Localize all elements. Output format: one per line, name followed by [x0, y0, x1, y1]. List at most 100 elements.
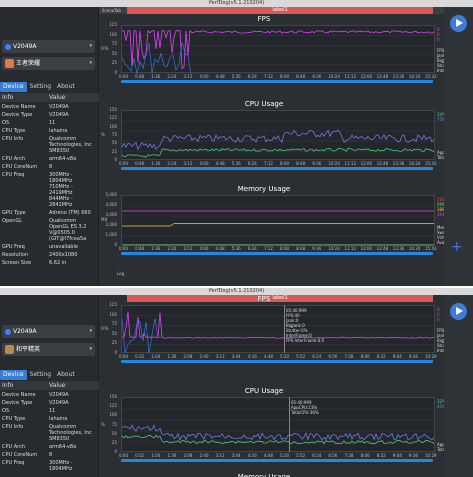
fps-plot[interactable]	[121, 25, 435, 74]
info-col: Info	[2, 382, 14, 389]
info-key: CPU CoreNum	[2, 164, 38, 170]
chevron-down-icon: ▾	[89, 346, 92, 352]
x-tick-label: 10:24	[328, 246, 340, 251]
chevron-down-icon: ▾	[89, 43, 92, 49]
timeline-scrollbar[interactable]	[121, 80, 433, 83]
x-tick-label: 3:12	[183, 246, 193, 251]
tooltip-line: InterFrame:0	[286, 333, 312, 338]
x-tick-label: 3:12	[183, 74, 193, 79]
device-info-list: Device Name V2049A Device Type V2049A OS 11 CP…	[0, 103, 99, 267]
fps-value: 0	[437, 27, 440, 32]
y-tick-label: 50	[111, 430, 117, 436]
info-row: CPU Arch arm64-v8a	[0, 443, 99, 451]
device-selector[interactable]: V2049A ▾	[2, 40, 95, 53]
info-value: 11	[49, 408, 56, 414]
timeline-scrollbar[interactable]	[121, 252, 433, 255]
info-value: Qualcomm Technologies, Inc SM8350	[49, 424, 92, 442]
tab-about[interactable]: About	[57, 371, 75, 378]
x-tick-label: 9:36	[408, 453, 418, 458]
info-col: Info	[2, 94, 14, 101]
x-tick-label: 1:36	[167, 453, 177, 458]
play-button[interactable]	[450, 15, 467, 32]
info-row: CPU Info Qualcomm Technologies, Inc SM835…	[0, 423, 99, 443]
tab-setting[interactable]: Setting	[29, 83, 52, 90]
info-key: CPU Type	[2, 128, 26, 134]
y-tick-label: 3,000	[105, 212, 117, 217]
y-tick-label: 100	[109, 123, 117, 129]
timeline-scrollbar[interactable]	[121, 167, 433, 170]
x-tick-label: 0:00	[119, 161, 128, 166]
timeline-scrollbar[interactable]	[121, 459, 433, 462]
x-tick-label: 9:04	[392, 354, 402, 359]
tab-device[interactable]: Device	[0, 370, 27, 380]
x-tick-label: 8:00	[280, 161, 290, 166]
x-tick-label: 14:24	[408, 161, 421, 166]
tooltip-line: BigJank:0	[286, 323, 305, 328]
tooltip-line: FPS InterFrame:0.0	[286, 338, 325, 343]
log-label[interactable]: Log	[117, 271, 125, 276]
y-tick-label: 50	[111, 140, 117, 146]
x-tick-label: 2:08	[183, 453, 193, 458]
x-tick-label: 12:48	[376, 246, 389, 251]
label-bar[interactable]: label1	[127, 295, 433, 302]
x-tick-label: 4:00	[199, 246, 209, 251]
x-tick-label: 4:00	[199, 161, 209, 166]
app-selector[interactable]: 和平精英 ▾	[2, 343, 95, 356]
info-value: V2049A	[49, 392, 69, 398]
x-tick-label: 7:12	[263, 246, 273, 251]
x-tick-label: 4:48	[215, 246, 225, 251]
x-tick-label: 1:04	[151, 354, 161, 359]
mem-value: 0MB	[437, 202, 446, 207]
fps-value: 0	[437, 32, 440, 37]
y-tick-label: 100	[109, 412, 117, 418]
x-tick-label: 2:08	[183, 354, 193, 359]
x-tick-label: 0:00	[119, 354, 128, 359]
phone-icon	[5, 329, 11, 335]
x-tick-label: 0:48	[135, 246, 145, 251]
x-tick-label: 0:00	[119, 74, 128, 79]
cpu-plot[interactable]	[121, 397, 435, 452]
chart-title: CPU Usage	[244, 387, 284, 395]
tab-setting[interactable]: Setting	[29, 371, 52, 378]
y-tick-label: 125	[109, 403, 117, 409]
play-button[interactable]	[450, 303, 467, 320]
fps-legend-item: FPS	[437, 328, 445, 333]
phone-icon	[5, 44, 11, 50]
cpu-plot[interactable]	[121, 110, 435, 160]
device-selector[interactable]: V2049A ▾	[2, 325, 95, 338]
timeline-scrollbar[interactable]	[121, 360, 433, 363]
app-name: 王者荣耀	[16, 60, 41, 67]
x-tick-label: 4:48	[215, 161, 225, 166]
info-key: OpenGL	[2, 218, 23, 224]
x-tick-label: 7:12	[263, 161, 273, 166]
x-tick-label: 9:04	[392, 453, 402, 458]
tab-about[interactable]: About	[57, 83, 75, 90]
x-tick-label: 4:48	[215, 74, 225, 79]
info-value: 300MHz - 1804MHz	[49, 460, 73, 472]
y-tick-label: 25	[111, 340, 117, 346]
app-selector[interactable]: 王者荣耀 ▾	[2, 57, 95, 70]
info-value: Qualcomm Technologies, Inc SM8350	[49, 136, 92, 154]
x-tick-label: 8:00	[360, 453, 370, 458]
tab-device[interactable]: Device	[0, 82, 27, 92]
info-key: GPU Freq	[2, 244, 25, 250]
info-value: 300MHz - 1804MHz 710MHz - 2419MHz 844MHz…	[49, 172, 73, 208]
app-cpu-line	[122, 434, 434, 445]
label-bar[interactable]: label1	[127, 7, 433, 14]
cpu-series-svg	[122, 408, 434, 445]
mem-plot[interactable]	[121, 195, 435, 246]
x-tick-label: 9:36	[312, 246, 322, 251]
tooltip-line: 05:40:999	[291, 400, 312, 405]
y-tick-label: 125	[109, 22, 117, 27]
y-tick-label: 100	[109, 311, 117, 317]
app-cpu-line	[122, 148, 434, 158]
info-value: 2400x1080	[49, 252, 78, 258]
app-icon	[5, 59, 14, 68]
add-icon[interactable]: +	[451, 239, 463, 255]
cpu-value: 24%	[437, 112, 446, 117]
y-tick-label: 0	[114, 242, 117, 247]
x-tick-label: 0:00	[119, 246, 128, 251]
x-tick-label: 6:56	[328, 354, 338, 359]
fps-plot[interactable]	[121, 305, 435, 354]
x-tick-label: 12:00	[360, 161, 373, 166]
